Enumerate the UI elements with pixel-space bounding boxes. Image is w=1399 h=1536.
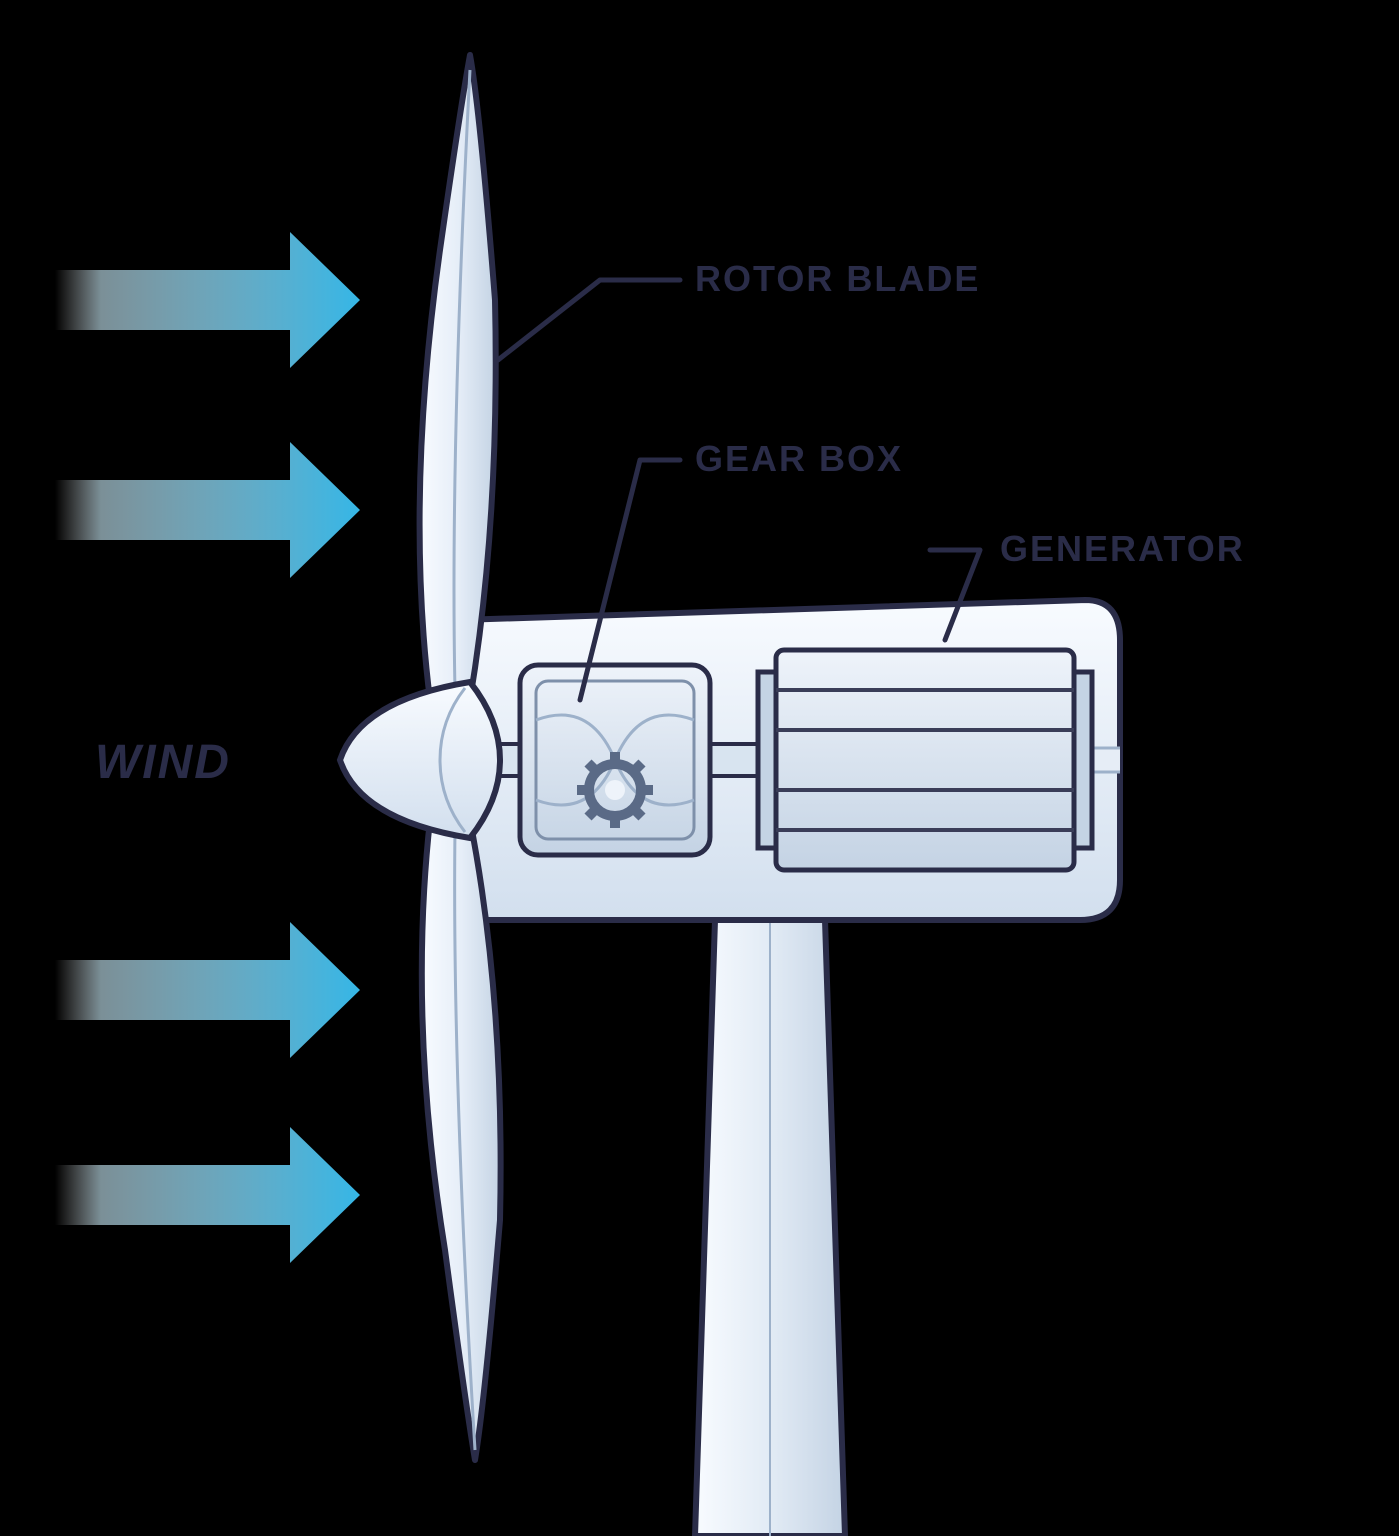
generator-label: GENERATOR [1000,528,1245,570]
wind-arrow-icon [55,1127,360,1263]
gear-icon [577,752,653,828]
wind-arrow-icon [55,442,360,578]
hub [340,682,500,838]
tower [695,920,845,1536]
gear-box-label: GEAR BOX [695,438,903,480]
wind-arrow-icon [55,922,360,1058]
gearbox [520,665,710,855]
leader-rotor-blade [498,280,680,360]
rotor-blade-label: ROTOR BLADE [695,258,980,300]
diagram-canvas: WIND ROTOR BLADE GEAR BOX GENERATOR [0,0,1399,1536]
generator [758,650,1092,870]
wind-label: WIND [95,735,231,790]
wind-arrow-icon [55,232,360,368]
